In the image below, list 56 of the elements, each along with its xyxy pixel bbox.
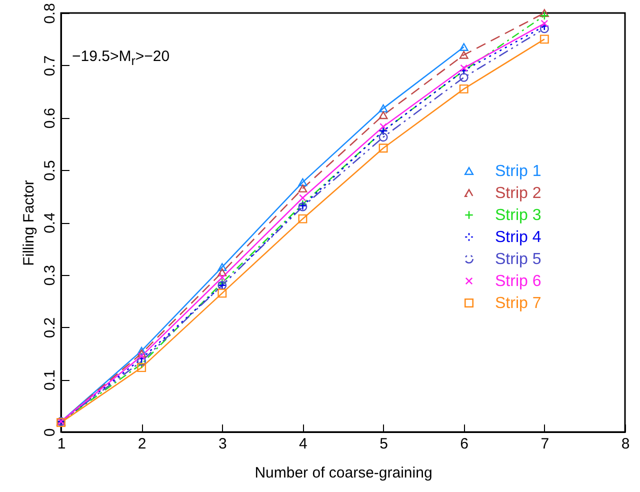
point xyxy=(137,346,146,355)
point xyxy=(459,50,468,59)
point xyxy=(218,288,227,298)
y-tick-label: 0.2 xyxy=(42,317,58,338)
x-tick-label: 5 xyxy=(380,436,388,452)
x-tick-label: 4 xyxy=(299,436,308,452)
x-axis-title: Number of coarse-graining xyxy=(254,464,432,482)
legend-label: Strip 1 xyxy=(495,163,542,180)
point xyxy=(459,84,468,94)
point xyxy=(540,9,549,17)
point xyxy=(378,144,388,153)
legend-label: Strip 6 xyxy=(495,273,542,290)
point xyxy=(298,184,308,192)
y-tick-label: 0.6 xyxy=(42,108,58,129)
legend-label: Strip 3 xyxy=(495,207,542,224)
legend-label: Strip 2 xyxy=(495,185,542,202)
x-tick-label: 3 xyxy=(218,436,227,452)
y-tick-label: 0.4 xyxy=(42,212,58,234)
point xyxy=(540,20,548,28)
point xyxy=(540,24,549,34)
point xyxy=(137,349,146,358)
point xyxy=(138,352,146,360)
y-axis-title: Filling Factor xyxy=(20,180,38,266)
annotation: −19.5>M$_{r}$>−20 xyxy=(72,48,170,68)
x-tick-label: 2 xyxy=(138,436,146,452)
point xyxy=(137,356,146,366)
legend-label: Strip 5 xyxy=(495,251,542,268)
x-tick-label: 6 xyxy=(460,436,469,452)
point xyxy=(540,22,549,31)
y-tick-label: 0 xyxy=(42,428,58,437)
point xyxy=(459,72,468,82)
point xyxy=(299,194,306,202)
point xyxy=(137,363,146,372)
point xyxy=(218,268,227,276)
point xyxy=(298,178,308,186)
point xyxy=(459,43,468,51)
point xyxy=(380,122,387,130)
x-tick-label: 8 xyxy=(621,436,630,452)
point xyxy=(378,111,388,120)
y-tick-label: 0.3 xyxy=(42,264,58,286)
point xyxy=(460,64,468,72)
y-tick-label: 0.1 xyxy=(42,370,58,391)
legend-label: Strip 7 xyxy=(495,295,542,312)
x-tick-label: 1 xyxy=(57,436,66,452)
y-tick-label: 0.7 xyxy=(42,55,58,76)
point xyxy=(540,34,549,44)
point xyxy=(298,214,308,224)
point xyxy=(218,263,227,271)
legend-label: Strip 4 xyxy=(495,229,542,246)
y-tick-label: 0.5 xyxy=(42,160,58,182)
y-tick-label: 0.8 xyxy=(42,3,58,24)
point xyxy=(378,132,388,142)
point xyxy=(218,274,226,282)
x-tick-label: 7 xyxy=(540,436,550,452)
point xyxy=(378,104,388,112)
point xyxy=(540,11,549,20)
